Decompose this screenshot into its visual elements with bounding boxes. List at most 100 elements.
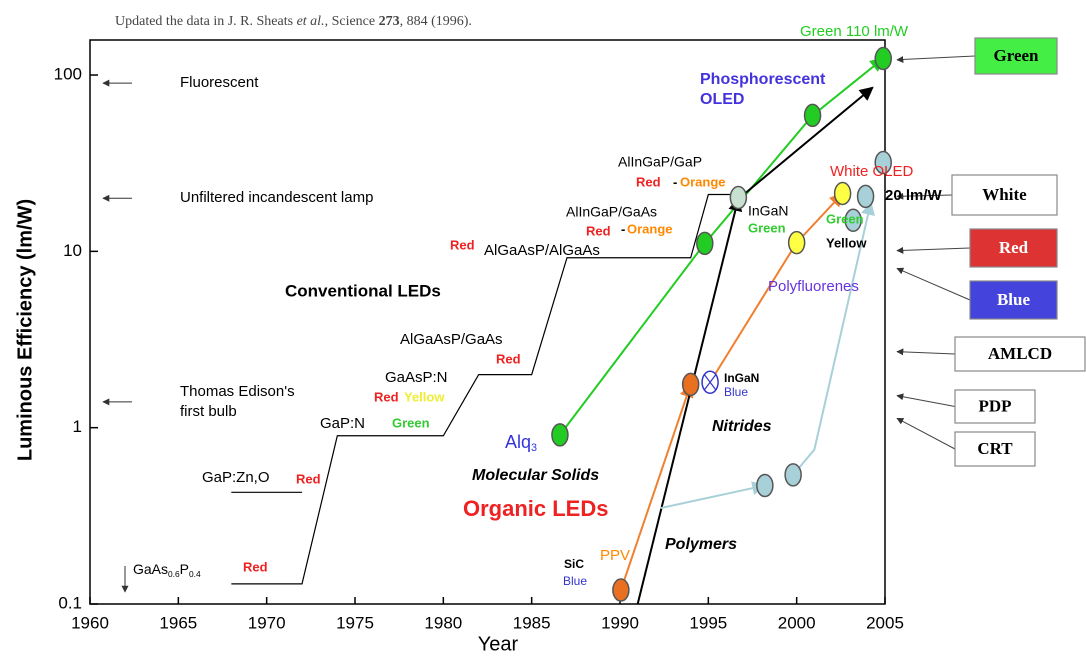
annotation: PPV — [600, 547, 630, 564]
x-tick-label: 1985 — [513, 613, 551, 632]
reference-label: Fluorescent — [180, 74, 259, 91]
x-tick-label: 2000 — [778, 613, 816, 632]
x-axis-label: Year — [478, 633, 519, 655]
annotation: Yellow — [404, 389, 445, 404]
annotation: Red — [496, 351, 521, 366]
annotation: Conventional LEDs — [285, 281, 441, 300]
annotation-part: GaAs — [133, 561, 168, 577]
y-tick-label: 100 — [54, 65, 82, 84]
data-point — [756, 473, 774, 498]
annotation: Green — [826, 211, 864, 226]
y-tick-label: 1 — [73, 417, 82, 436]
box-arrow — [896, 417, 956, 450]
x-tick-label: 2005 — [866, 613, 904, 632]
legend-box-label: Green — [993, 46, 1039, 65]
annotation: Red — [243, 559, 268, 574]
annotation: GaP:Zn,O — [202, 469, 270, 486]
box-arrow — [896, 348, 956, 356]
series-line — [559, 57, 885, 436]
x-tick-label: 1960 — [71, 613, 109, 632]
annotation: Nitrides — [712, 418, 772, 435]
box-arrow — [896, 267, 971, 301]
annotation: InGaN — [748, 203, 788, 219]
annotation-part: P — [180, 561, 189, 577]
legend-box-label: White — [982, 185, 1027, 204]
series-line — [660, 481, 767, 510]
annotation: AlInGaP/GaAs — [566, 204, 657, 220]
x-tick-label: 1970 — [248, 613, 286, 632]
legend-box — [954, 431, 1036, 467]
annotation: SiC — [564, 557, 584, 571]
box-arrow — [896, 55, 976, 63]
legend-box-label: AMLCD — [988, 344, 1052, 363]
data-point — [787, 230, 806, 255]
point-cross — [703, 373, 717, 391]
data-point — [844, 208, 862, 233]
data-point — [856, 184, 875, 209]
annotation: Red — [586, 223, 611, 238]
annotation: - — [621, 221, 625, 236]
reference-label: first bulb — [180, 403, 237, 420]
annotation: AlInGaP/GaP — [618, 154, 702, 170]
data-point — [551, 423, 569, 447]
box-arrow — [896, 192, 953, 200]
data-point — [874, 150, 892, 175]
annotation: Green — [748, 220, 786, 235]
annotation-part: 0.4 — [189, 569, 201, 579]
annotation: Orange — [627, 221, 673, 236]
annotation: Red — [450, 237, 475, 252]
annotation: Alq3 — [505, 432, 537, 454]
legend-box-label: Red — [999, 238, 1029, 257]
annotation: AlGaAsP/GaAs — [400, 331, 503, 348]
y-tick-label: 0.1 — [58, 593, 82, 612]
legend-box — [954, 389, 1036, 424]
x-tick-label: 1995 — [689, 613, 727, 632]
data-point — [729, 185, 748, 210]
annotation: 20 lm/W — [885, 187, 943, 204]
annotation: GaAsP:N — [385, 369, 448, 386]
reference-label: Unfiltered incandescent lamp — [180, 189, 373, 206]
legend-box — [954, 336, 1086, 372]
data-point — [612, 578, 630, 602]
annotation-part: 3 — [531, 442, 537, 454]
annotation: Green 110 lm/W — [800, 23, 909, 40]
annotation: Blue — [724, 385, 748, 399]
annotation: Molecular Solids — [472, 467, 599, 484]
annotation-part: 0.6 — [168, 569, 180, 579]
annotation: Yellow — [826, 235, 867, 250]
box-arrow — [896, 246, 971, 254]
data-point — [803, 103, 822, 128]
annotation: Organic LEDs — [463, 496, 608, 521]
x-tick-label: 1965 — [159, 613, 197, 632]
annotation: Blue — [563, 574, 587, 588]
annotation: Orange — [680, 174, 726, 189]
data-point — [784, 463, 802, 487]
chart-title: Updated the data in J. R. Sheats et al.,… — [115, 14, 472, 29]
annotation-part: Alq — [505, 432, 531, 452]
reference-label: Thomas Edison's — [180, 383, 295, 400]
legend-box — [969, 228, 1058, 268]
annotation: Green — [392, 415, 430, 430]
x-tick-label: 1975 — [336, 613, 374, 632]
legend-box — [974, 37, 1058, 75]
annotation: InGaN — [724, 371, 759, 385]
annotation: Polymers — [665, 536, 737, 553]
legend-box — [969, 280, 1058, 320]
y-axis-label: Luminous Efficiency (lm/W) — [14, 199, 36, 461]
series-line — [619, 383, 694, 591]
x-tick-label: 1990 — [601, 613, 639, 632]
data-point — [874, 46, 892, 71]
annotation: AlGaAsP/AlGaAs — [484, 242, 600, 259]
series-line — [636, 196, 743, 605]
y-tick-label: 10 — [63, 241, 82, 260]
legend-box-label: PDP — [978, 396, 1011, 415]
legend-box-label: CRT — [977, 439, 1013, 458]
annotation: Phosphorescent — [700, 71, 826, 88]
annotation: Red — [636, 174, 661, 189]
x-tick-label: 1980 — [424, 613, 462, 632]
data-point — [681, 372, 700, 397]
data-point — [696, 231, 714, 256]
legend-box — [951, 174, 1058, 216]
data-point — [833, 181, 852, 206]
